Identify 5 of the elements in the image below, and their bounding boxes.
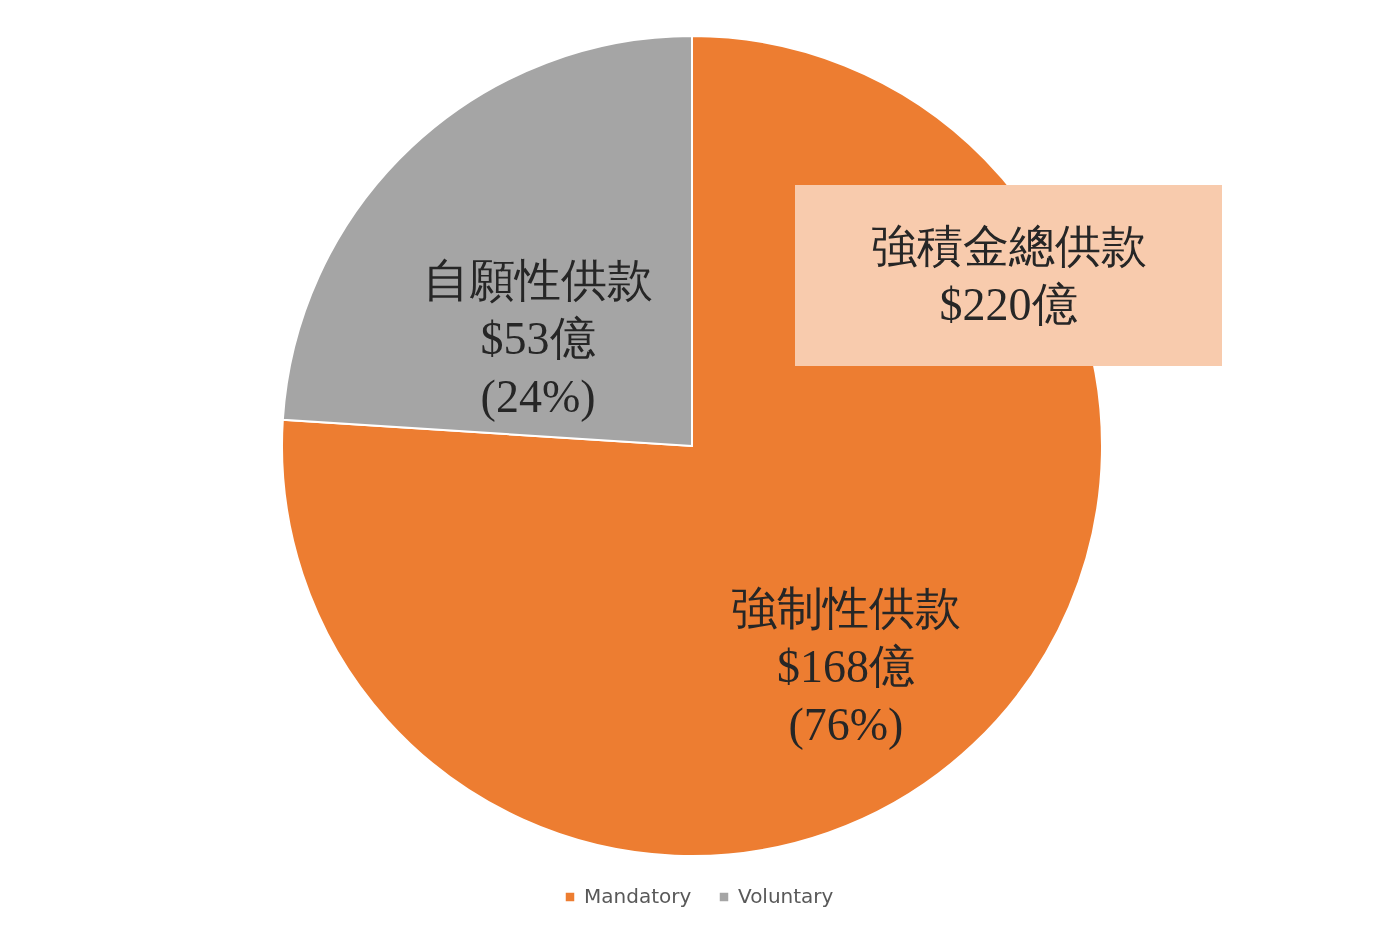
legend-label: Mandatory — [584, 884, 692, 908]
legend-label: Voluntary — [738, 884, 834, 908]
text: 強積金總供款 $220億 — [795, 185, 1222, 366]
data-label: 自願性供款 $53億 (24%) — [423, 254, 654, 422]
data-label: 強制性供款 $168億 (76%) — [730, 583, 961, 751]
